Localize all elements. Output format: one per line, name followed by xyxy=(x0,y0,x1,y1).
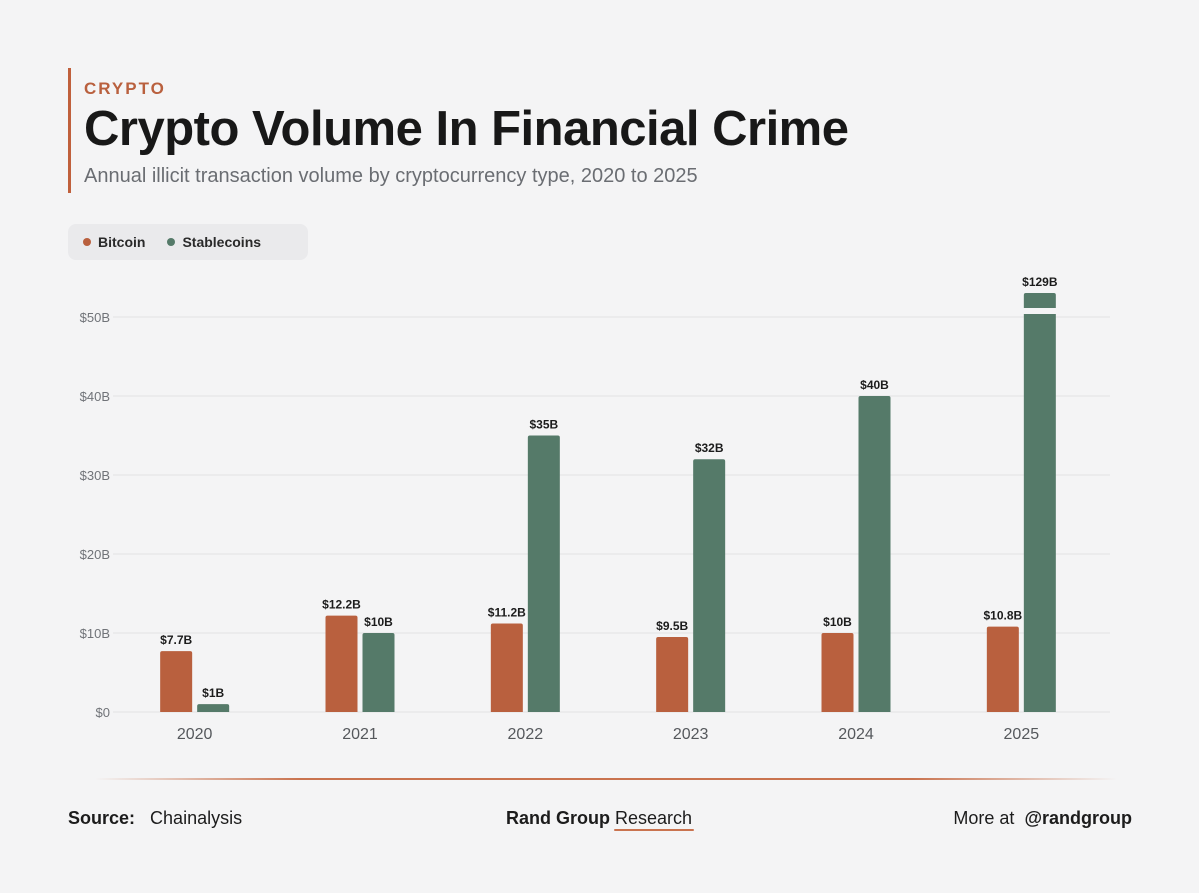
source-credit: Source: Chainalysis xyxy=(68,808,242,829)
legend-item-stablecoins: Stablecoins xyxy=(167,234,261,250)
more-link[interactable]: More at @randgroup xyxy=(953,808,1132,829)
social-handle[interactable]: @randgroup xyxy=(1024,808,1132,828)
bar-stablecoins-2024 xyxy=(858,396,891,712)
data-label: $10.8B xyxy=(983,609,1022,623)
bar-stablecoins-2023 xyxy=(693,459,726,712)
chart-title: Crypto Volume In Financial Crime xyxy=(84,102,849,156)
brand-rest: Research xyxy=(615,808,693,828)
bar-bitcoin-2020 xyxy=(160,651,193,712)
more-label: More at xyxy=(953,808,1015,828)
legend: Bitcoin Stablecoins xyxy=(68,224,308,260)
bar-stablecoins-2022 xyxy=(527,435,560,712)
data-label: $7.7B xyxy=(160,633,192,647)
bar-bitcoin-2024 xyxy=(821,633,854,712)
x-tick-label: 2025 xyxy=(1004,726,1040,743)
source-value: Chainalysis xyxy=(150,808,243,828)
x-tick-label: 2021 xyxy=(342,726,378,743)
axis-break-marker xyxy=(1022,308,1057,314)
data-label: $12.2B xyxy=(322,598,361,612)
legend-label-bitcoin: Bitcoin xyxy=(98,234,146,250)
brand-underline xyxy=(614,829,694,831)
x-tick-label: 2022 xyxy=(508,726,544,743)
y-tick-label: $50B xyxy=(80,310,110,325)
header: CRYPTO Crypto Volume In Financial Crime … xyxy=(68,68,849,193)
brand-bold: Rand Group xyxy=(506,808,610,828)
y-tick-label: $0 xyxy=(96,705,110,720)
chart-subtitle: Annual illicit transaction volume by cry… xyxy=(84,165,698,187)
data-label: $11.2B xyxy=(488,606,526,620)
y-tick-label: $20B xyxy=(80,547,110,562)
bar-bitcoin-2025 xyxy=(986,626,1019,712)
data-label: $40B xyxy=(860,378,889,392)
bar-stablecoins-2025 xyxy=(1023,293,1056,712)
bar-stablecoins-2020 xyxy=(197,704,230,712)
data-label: $35B xyxy=(529,418,558,432)
bitcoin-swatch-icon xyxy=(83,238,91,246)
bar-stablecoins-2021 xyxy=(362,633,395,712)
bar-chart: $0 $10B $20B $30B $40B $50B $7.7B $1B 2020 $12.2B… xyxy=(80,275,1110,743)
x-tick-label: 2020 xyxy=(177,726,213,743)
brand: Rand Group Research xyxy=(506,808,692,829)
y-tick-label: $40B xyxy=(80,389,110,404)
stablecoins-swatch-icon xyxy=(167,238,176,246)
legend-item-bitcoin: Bitcoin xyxy=(83,234,145,250)
data-label: $9.5B xyxy=(656,619,688,633)
x-tick-label: 2023 xyxy=(673,726,709,743)
x-tick-label: 2024 xyxy=(838,726,874,743)
data-label: $129B xyxy=(1022,275,1058,289)
data-label: $10B xyxy=(364,615,393,629)
bar-bitcoin-2021 xyxy=(325,615,358,712)
y-tick-label: $10B xyxy=(80,626,110,641)
data-label: $10B xyxy=(823,615,852,629)
legend-label-stablecoins: Stablecoins xyxy=(182,234,262,250)
data-label: $32B xyxy=(695,441,724,455)
source-label: Source: xyxy=(68,808,136,828)
category-kicker: CRYPTO xyxy=(84,79,166,98)
footer-divider xyxy=(95,778,1117,780)
data-label: $1B xyxy=(202,686,224,700)
bar-bitcoin-2022 xyxy=(490,623,523,712)
y-tick-label: $30B xyxy=(80,468,110,483)
bar-bitcoin-2023 xyxy=(656,636,689,712)
